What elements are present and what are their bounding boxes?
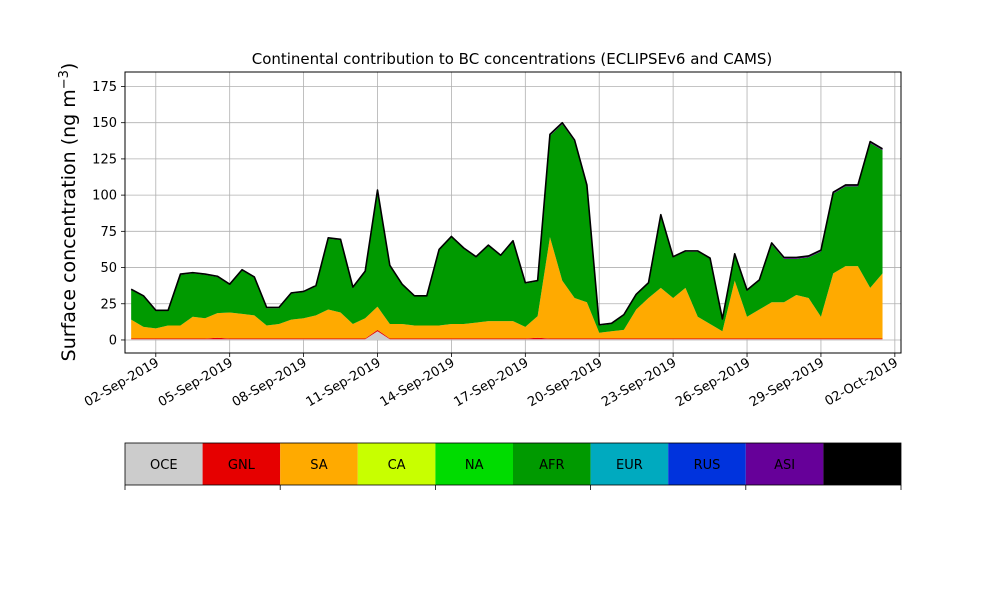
total-line xyxy=(130,121,883,326)
legend-label-rus: RUS xyxy=(694,458,721,473)
legend-swatch-aus xyxy=(823,443,901,485)
legend-swatch-oce xyxy=(125,443,203,485)
legend-label-sa: SA xyxy=(310,458,327,473)
legend-label-afr: AFR xyxy=(539,458,564,473)
legend-label-ca: CA xyxy=(388,458,406,473)
y-tick-label: 0 xyxy=(109,333,117,348)
stacked-areas xyxy=(131,122,883,340)
y-axis-label-main: Surface concentration (ng m xyxy=(58,89,80,361)
x-axis: 02-Sep-201905-Sep-201908-Sep-201911-Sep-… xyxy=(82,353,901,410)
legend-label-oce: OCE xyxy=(150,458,178,473)
legend-swatch-ca xyxy=(357,443,436,485)
legend-label-eur: EUR xyxy=(616,458,643,473)
legend-frame xyxy=(124,442,902,486)
x-tick-label: 02-Oct-2019 xyxy=(822,355,900,409)
legend-swatch-sa xyxy=(280,443,358,485)
x-tick-label: 26-Sep-2019 xyxy=(673,355,753,410)
legend-label-na: NA xyxy=(465,458,484,473)
x-tick-label: 08-Sep-2019 xyxy=(230,355,310,410)
x-tick-label: 02-Sep-2019 xyxy=(82,355,162,410)
x-tick-label: 05-Sep-2019 xyxy=(156,355,236,410)
x-tick-label: 17-Sep-2019 xyxy=(451,355,531,410)
y-tick-label: 100 xyxy=(92,189,117,204)
legend-label-asi: ASI xyxy=(774,458,795,473)
legend-swatch-asi xyxy=(745,443,824,485)
y-tick-label: 125 xyxy=(92,152,117,167)
legend-swatch-afr xyxy=(513,443,591,485)
legend-label-aus: AUS xyxy=(849,458,876,473)
x-tick-label: 23-Sep-2019 xyxy=(599,355,679,410)
y-tick-label: 75 xyxy=(100,225,117,240)
legend-swatch-rus xyxy=(668,443,746,485)
y-tick-label: 50 xyxy=(100,261,117,276)
plot-frame xyxy=(124,71,902,354)
x-tick-label: 20-Sep-2019 xyxy=(525,355,605,410)
y-axis: 0 25 50 75 100 125 150 175 xyxy=(92,80,125,348)
legend-swatch-eur xyxy=(590,443,669,485)
y-axis-label: Surface concentration (ng m−3) xyxy=(57,63,80,362)
y-tick-label: 175 xyxy=(92,80,117,95)
legend-label-gnl: GNL xyxy=(228,458,256,473)
y-tick-label: 150 xyxy=(92,116,117,131)
y-tick-label: 25 xyxy=(100,297,117,312)
area-afr xyxy=(131,124,883,333)
y-axis-label-close: ) xyxy=(58,63,80,70)
chart-title: Continental contribution to BC concentra… xyxy=(252,50,773,68)
x-tick-label: 11-Sep-2019 xyxy=(304,355,384,410)
legend-swatch-na xyxy=(435,443,513,485)
area-sa xyxy=(131,237,883,339)
total-concentration-line xyxy=(130,121,883,326)
x-tick-label: 14-Sep-2019 xyxy=(378,355,458,410)
x-tick-label: 29-Sep-2019 xyxy=(747,355,827,410)
y-axis-label-superscript: −3 xyxy=(57,70,72,89)
legend: OCE GNL SA CA NA AFR EUR RUS ASI AUS xyxy=(124,442,902,490)
legend-swatch-gnl xyxy=(202,443,281,485)
